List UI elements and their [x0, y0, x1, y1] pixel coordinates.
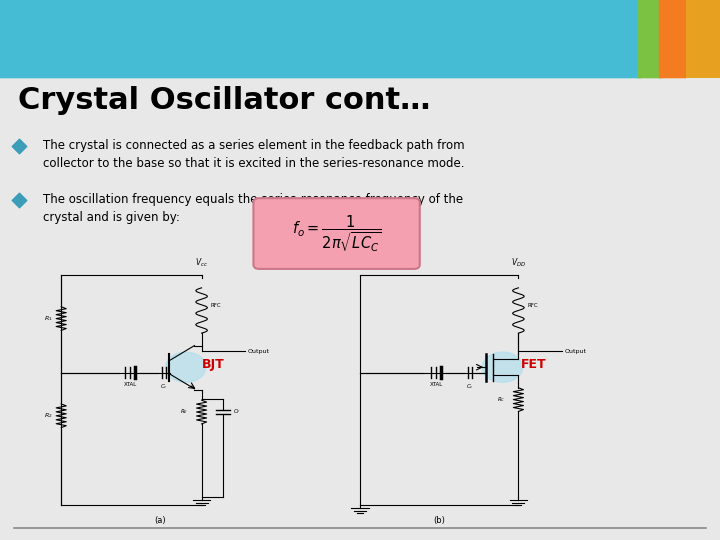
Text: $C_F$: $C_F$ [233, 408, 241, 416]
Text: $V_{cc}$: $V_{cc}$ [195, 256, 208, 269]
Polygon shape [686, 0, 720, 78]
Point [14, 195, 25, 204]
Text: RFC: RFC [527, 302, 538, 308]
FancyBboxPatch shape [253, 198, 420, 269]
Text: $f_o = \dfrac{1}{2\pi\sqrt{LC_C}}$: $f_o = \dfrac{1}{2\pi\sqrt{LC_C}}$ [292, 213, 382, 254]
Polygon shape [0, 0, 673, 78]
Text: FET: FET [521, 358, 546, 371]
Text: RFC: RFC [210, 302, 221, 308]
Text: Output: Output [564, 348, 587, 354]
Polygon shape [659, 0, 708, 78]
Polygon shape [637, 0, 690, 78]
Text: (b): (b) [433, 516, 445, 525]
Text: Crystal Oscillator cont…: Crystal Oscillator cont… [18, 86, 431, 116]
Text: $R_2$: $R_2$ [44, 411, 53, 420]
Text: $C_c$: $C_c$ [467, 382, 474, 391]
Text: $C_c$: $C_c$ [161, 382, 168, 391]
Text: $R_E$: $R_E$ [181, 408, 189, 416]
Text: $R_1$: $R_1$ [44, 314, 53, 323]
Text: BJT: BJT [202, 358, 225, 371]
Text: Output: Output [248, 348, 270, 354]
Text: $V_{DD}$: $V_{DD}$ [510, 256, 526, 269]
Point [14, 141, 25, 150]
Circle shape [166, 352, 206, 382]
Circle shape [482, 352, 523, 382]
Text: $R_C$: $R_C$ [497, 395, 505, 404]
Text: (a): (a) [154, 516, 166, 525]
Text: XTAL: XTAL [124, 382, 137, 387]
Text: XTAL: XTAL [430, 382, 443, 387]
Text: The oscillation frequency equals the series-resonance frequency of the
crystal a: The oscillation frequency equals the ser… [43, 193, 464, 224]
Text: The crystal is connected as a series element in the feedback path from
collector: The crystal is connected as a series ele… [43, 139, 465, 170]
